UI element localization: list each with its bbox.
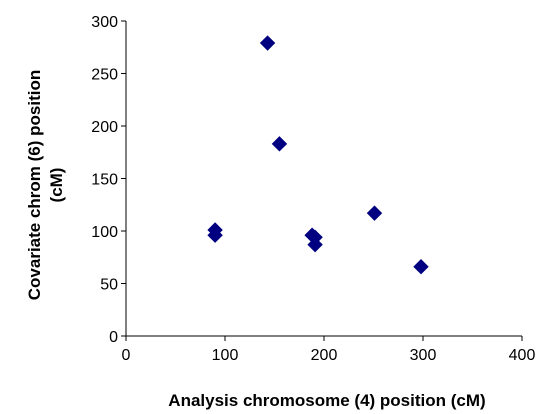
x-tick-label: 200 (311, 347, 338, 364)
x-tick-label: 400 (509, 347, 536, 364)
y-tick-label: 200 (91, 119, 118, 136)
y-axis-title-line-1: Covariate chrom (6) position (25, 70, 44, 300)
x-tick-label: 300 (410, 347, 437, 364)
data-point-diamond (366, 205, 383, 221)
y-tick-label: 150 (91, 172, 118, 189)
y-axis-ticks: 0 50 100 150 200 250 300 (91, 14, 126, 346)
x-tick-label: 100 (212, 347, 239, 364)
data-point-diamond (413, 258, 429, 275)
x-axis-ticks: 0 100 200 300 400 (122, 336, 536, 364)
data-points (207, 35, 429, 275)
data-point-diamond (271, 136, 288, 152)
y-tick-label: 50 (100, 277, 118, 294)
y-tick-label: 100 (91, 224, 118, 241)
data-point-diamond (307, 236, 323, 253)
x-tick-label: 0 (122, 347, 131, 364)
y-tick-label: 0 (109, 329, 118, 346)
y-tick-label: 300 (91, 14, 118, 31)
y-tick-label: 250 (91, 67, 118, 84)
x-axis-title: Analysis chromosome (4) position (cM) (168, 391, 485, 410)
y-axis-title-line-2: (cM) (47, 168, 66, 203)
data-point-diamond (207, 227, 223, 243)
y-axis-title: Covariate chrom (6) position (cM) (25, 70, 66, 300)
data-point-diamond (259, 35, 276, 51)
